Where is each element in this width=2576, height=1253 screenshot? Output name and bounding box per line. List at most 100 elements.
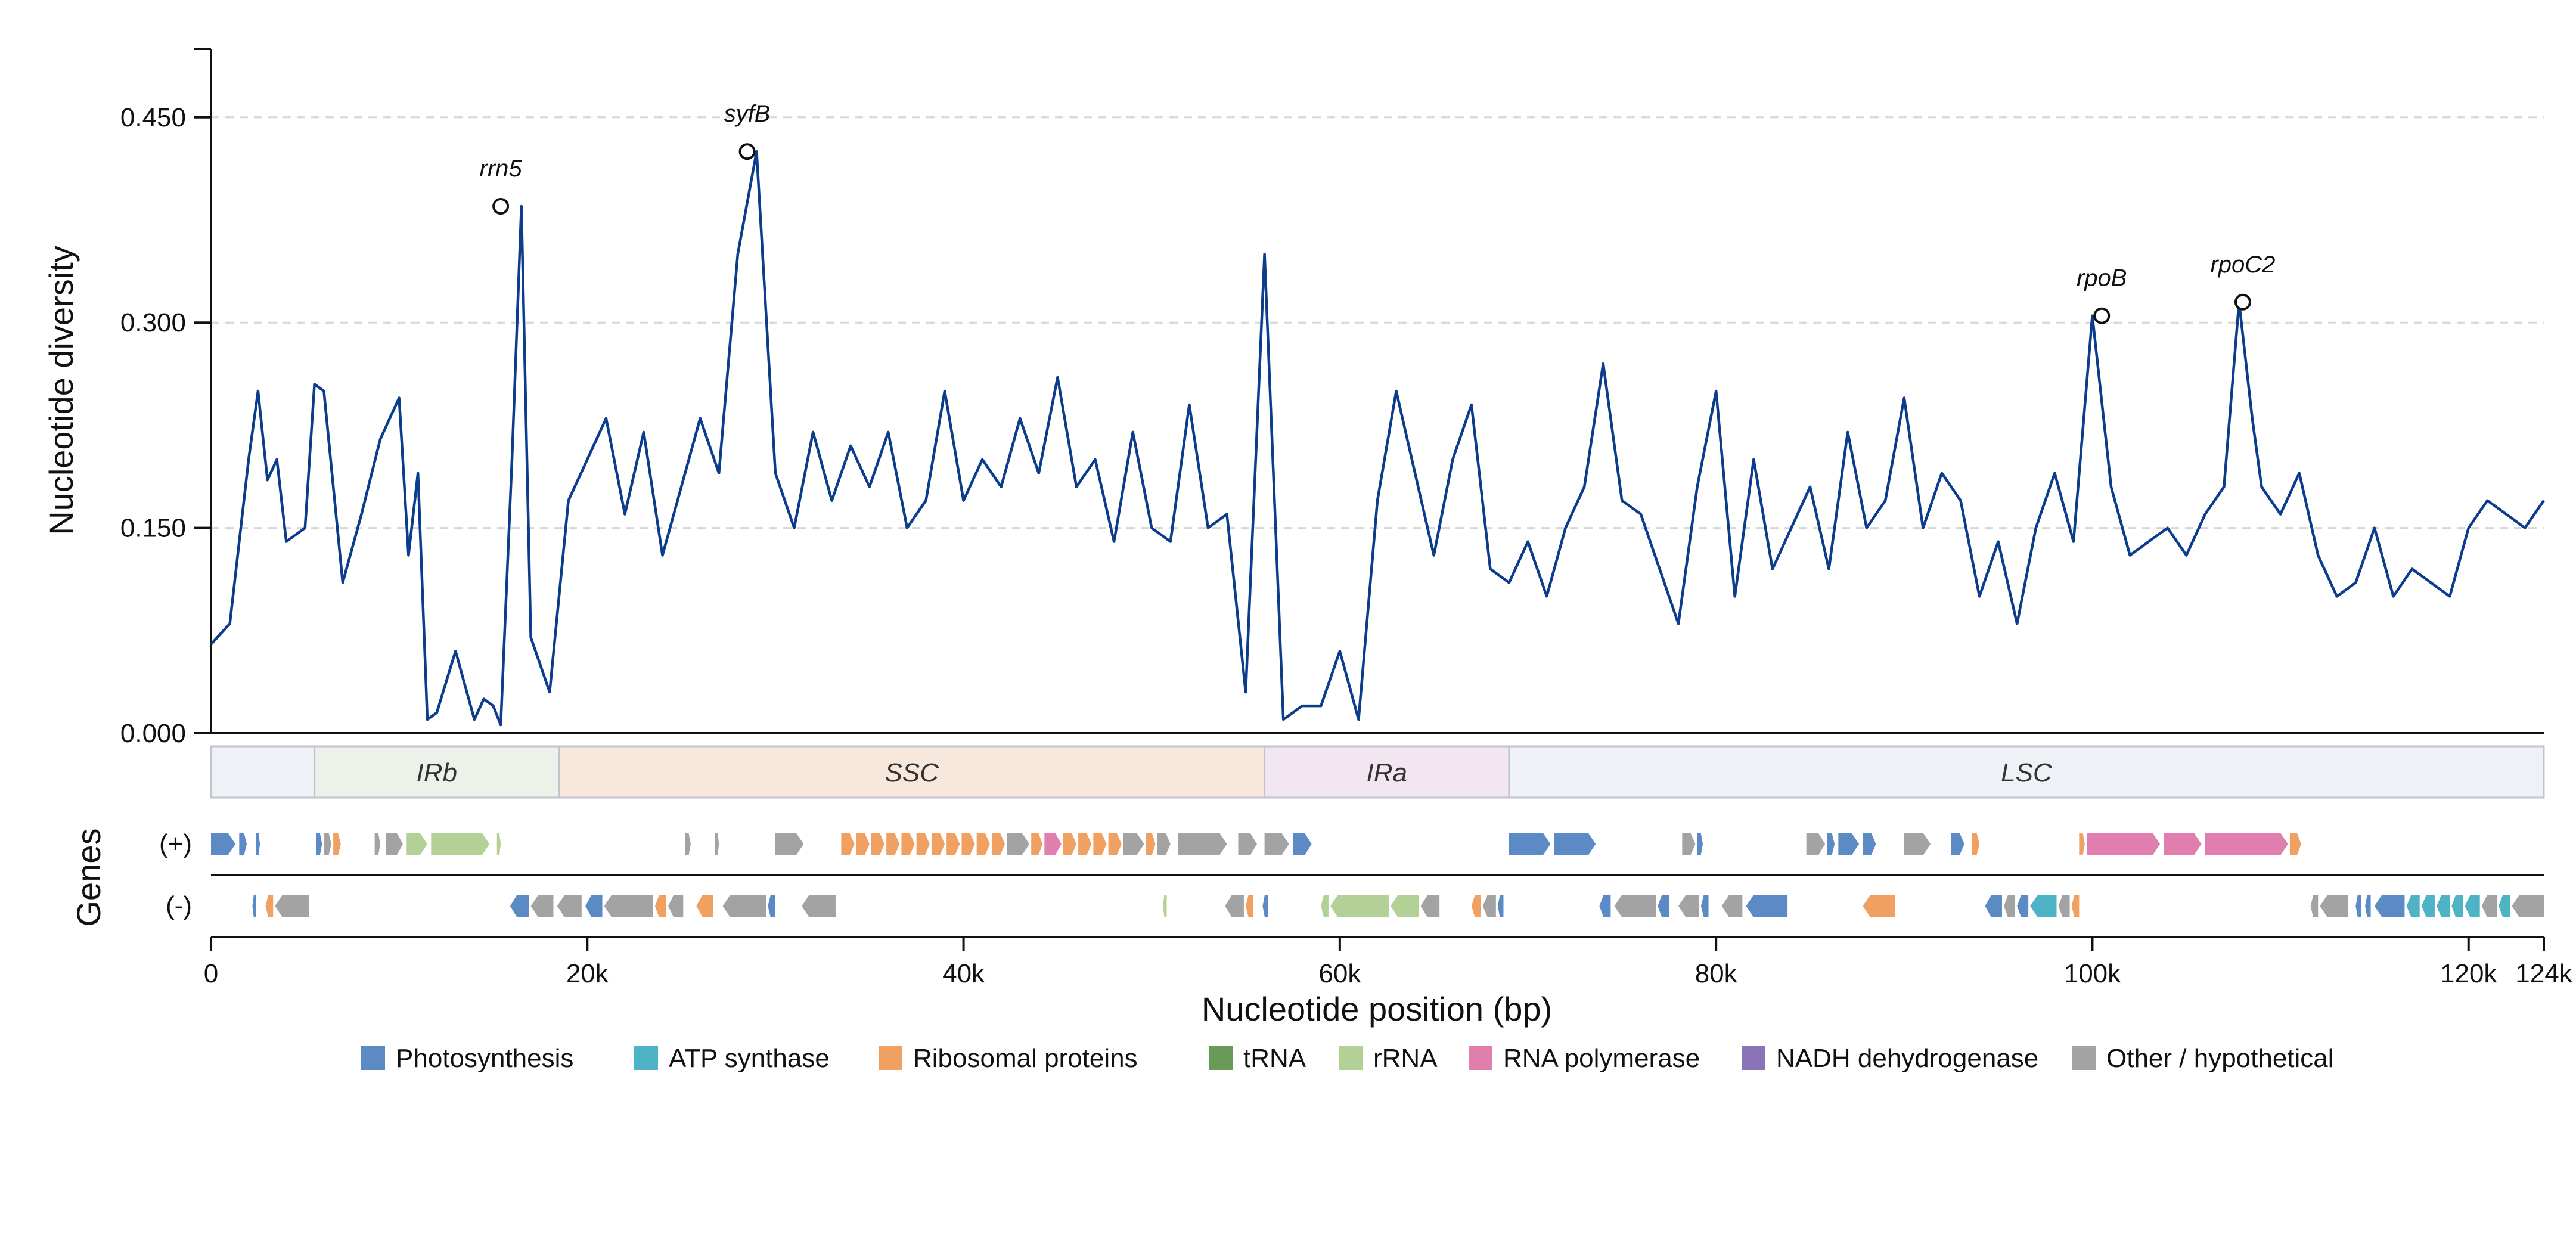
legend-label: NADH dehydrogenase (1776, 1044, 2038, 1073)
gene-arrow (668, 895, 684, 917)
grid-lines (211, 116, 2544, 529)
region-segment (558, 745, 1266, 799)
gene-arrow (1108, 833, 1122, 855)
gene-arrow (252, 895, 256, 917)
region-segment (1264, 745, 1510, 799)
gene-arrow (2481, 895, 2497, 917)
gene-arrow (1264, 833, 1289, 855)
gene-arrow (961, 833, 975, 855)
gene-arrow (1178, 833, 1227, 855)
genome-region-track: IRb SSC IRa LSC (210, 745, 2545, 799)
gene-arrow (856, 833, 870, 855)
gene-arrow (1972, 833, 1980, 855)
region-segment (210, 745, 316, 799)
gene-arrow (1700, 895, 1709, 917)
gene-arrow (802, 895, 836, 917)
x-tick-label: 20k (566, 959, 609, 988)
gene-arrow (2004, 895, 2016, 917)
gene-arrow (2017, 895, 2029, 917)
gene-arrow (1146, 833, 1156, 855)
gene-arrow (496, 833, 501, 855)
region-label: SSC (885, 758, 940, 787)
gene-arrow (1163, 895, 1167, 917)
legend-swatch (1742, 1046, 1765, 1070)
gene-arrow (722, 895, 766, 917)
x-tick-label: 80k (1695, 959, 1738, 988)
gene-arrow (2421, 895, 2435, 917)
gene-arrow (1330, 895, 1389, 917)
gene-arrow (946, 833, 960, 855)
y-tick-label: 0.450 (120, 103, 186, 132)
gene-arrow (768, 895, 775, 917)
y-axis: 0.000 0.150 0.300 0.450 (120, 48, 2544, 748)
legend-swatch (634, 1046, 658, 1070)
gene-arrow (256, 833, 260, 855)
gene-arrow (2365, 895, 2371, 917)
gene-arrow (696, 895, 713, 917)
legend-swatch (361, 1046, 385, 1070)
gene-arrow (2320, 895, 2348, 917)
peak-marker (2093, 307, 2111, 324)
gene-arrow (2406, 895, 2420, 917)
gene-arrow (386, 833, 403, 855)
diversity-line (210, 150, 2545, 727)
gene-arrow (1904, 833, 1931, 855)
gene-arrow (685, 833, 691, 855)
gene-arrow (2310, 895, 2319, 917)
legend-label: Other / hypothetical (2106, 1044, 2334, 1073)
gene-arrow (2451, 895, 2463, 917)
gene-arrow (2512, 895, 2544, 917)
gene-arrow (211, 833, 236, 855)
x-tick-label: 40k (942, 959, 985, 988)
gene-arrow (1678, 895, 1699, 917)
gene-arrow (1599, 895, 1611, 917)
gene-arrow (2164, 833, 2202, 855)
legend-swatch (1339, 1046, 1363, 1070)
gene-arrow (1157, 833, 1171, 855)
gene-arrow (1225, 895, 1244, 917)
gene-arrow (2086, 833, 2161, 855)
peak-label: rpoC2 (2210, 252, 2275, 278)
gene-arrow (324, 833, 332, 855)
gene-arrow (1471, 895, 1481, 917)
gene-arrow (1321, 895, 1329, 917)
gene-arrow (901, 833, 915, 855)
gene-arrow (1951, 833, 1964, 855)
gene-arrow (931, 833, 945, 855)
gene-arrow (2355, 895, 2361, 917)
gene-arrow (374, 833, 381, 855)
gene-arrow (1658, 895, 1669, 917)
gene-arrow (1007, 833, 1030, 855)
legend-swatch (1209, 1046, 1233, 1070)
gene-arrow (1044, 833, 1062, 855)
legend-swatch (879, 1046, 902, 1070)
gene-arrow (333, 833, 341, 855)
gene-arrow (1292, 833, 1312, 855)
gene-arrow (871, 833, 885, 855)
gene-arrow (2289, 833, 2301, 855)
legend-label: RNA polymerase (1503, 1044, 1700, 1073)
y-tick-label: 0.300 (120, 308, 186, 337)
gene-arrow (239, 833, 247, 855)
gene-arrow (886, 833, 900, 855)
gene-arrow (275, 895, 309, 917)
gene-arrow (1509, 833, 1551, 855)
gene-arrow (431, 833, 490, 855)
legend-label: Ribosomal proteins (913, 1044, 1138, 1073)
gene-arrow (1262, 895, 1268, 917)
gene-arrow (1123, 833, 1144, 855)
y-tick-label: 0.000 (120, 719, 186, 748)
region-label: IRb (417, 758, 457, 787)
gene-arrow (1614, 895, 1656, 917)
gene-arrow (1721, 895, 1743, 917)
gene-arrow (1063, 833, 1076, 855)
gene-arrow (2079, 833, 2085, 855)
gene-arrow (604, 895, 653, 917)
gene-arrow (2071, 895, 2080, 917)
x-tick-label: 120k (2440, 959, 2497, 988)
gene-track: (+) (-) (159, 829, 2544, 920)
peak-label: syfB (724, 101, 771, 127)
x-axis-title: Nucleotide position (bp) (1202, 990, 1552, 1028)
gene-arrow (1391, 895, 1419, 917)
peak-label: rrn5 (480, 156, 523, 182)
